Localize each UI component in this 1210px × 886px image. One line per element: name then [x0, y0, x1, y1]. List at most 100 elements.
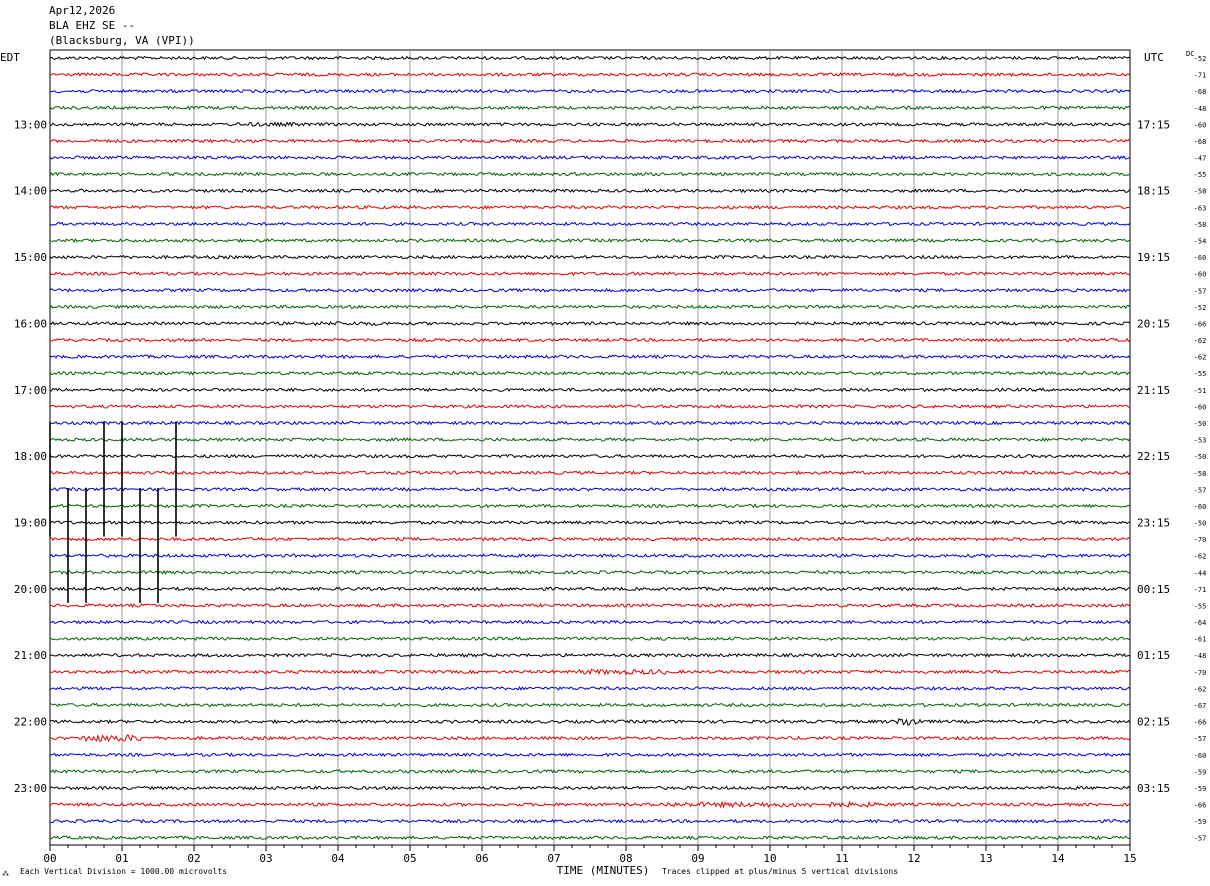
dc-label: DC — [1186, 50, 1194, 58]
header-station: BLA EHZ SE -- — [49, 19, 136, 32]
left-hour-label: 14:00 — [14, 185, 47, 198]
left-hour-label: 18:00 — [14, 450, 47, 463]
trace-row — [49, 685, 1131, 691]
trace-row — [49, 768, 1131, 774]
dc-offset-label: -53 — [1194, 437, 1207, 445]
x-tick-label: 05 — [403, 852, 416, 865]
trace-row — [49, 221, 1131, 227]
dc-offset-label: -60 — [1194, 752, 1207, 760]
trace-row — [49, 785, 1131, 791]
right-hour-label: 00:15 — [1137, 583, 1170, 596]
dc-offset-label: -57 — [1194, 486, 1207, 494]
trace-row — [49, 752, 1131, 758]
x-tick-label: 15 — [1123, 852, 1136, 865]
trace-row — [49, 470, 1131, 476]
dc-offset-label: -71 — [1194, 72, 1207, 80]
dc-offset-label: -66 — [1194, 719, 1207, 727]
header-date: Apr12,2026 — [49, 4, 116, 17]
dc-offset-label: -59 — [1194, 768, 1207, 776]
trace-row — [49, 420, 1131, 426]
trace-row — [49, 155, 1131, 161]
dc-offset-label: -62 — [1194, 337, 1207, 345]
dc-offset-label: -55 — [1194, 171, 1207, 179]
trace-row — [49, 800, 1131, 809]
trace-row — [49, 354, 1131, 360]
dc-offset-label: -62 — [1194, 553, 1207, 561]
trace-row — [49, 188, 1131, 194]
trace-row — [49, 370, 1131, 376]
trace-row — [49, 320, 1131, 327]
x-tick-label: 04 — [331, 852, 345, 865]
left-hour-label: 15:00 — [14, 251, 47, 264]
dc-offset-label: -68 — [1194, 88, 1207, 96]
dc-offset-label: -48 — [1194, 652, 1207, 660]
header-location: (Blacksburg, VA (VPI)) — [49, 34, 195, 47]
right-hour-label: 22:15 — [1137, 450, 1170, 463]
trace-row — [49, 55, 1131, 61]
dc-offset-label: -57 — [1194, 287, 1207, 295]
dc-offset-label: -57 — [1194, 735, 1207, 743]
trace-row — [49, 536, 1131, 542]
left-hour-label: 22:00 — [14, 716, 47, 729]
trace-row — [50, 602, 1131, 609]
trace-row — [49, 652, 1131, 658]
x-tick-label: 07 — [547, 852, 560, 865]
dc-offset-label: -58 — [1194, 470, 1207, 478]
left-hour-label: 13:00 — [14, 118, 47, 131]
dc-offset-label: -58 — [1194, 221, 1207, 229]
trace-row — [49, 171, 1131, 177]
x-tick-label: 10 — [763, 852, 776, 865]
plot-frame — [49, 49, 1131, 846]
dc-offset-label: -60 — [1194, 271, 1207, 279]
dc-offset-label: -66 — [1194, 320, 1207, 328]
dc-offset-label: -62 — [1194, 354, 1207, 362]
dc-offset-label: -47 — [1194, 155, 1207, 163]
trace-row — [49, 287, 1131, 293]
trace-row — [49, 72, 1131, 78]
dc-offset-label: -58 — [1194, 188, 1207, 196]
dc-offset-label: -61 — [1194, 636, 1207, 644]
x-tick-label: 03 — [259, 852, 272, 865]
dc-offset-label: -59 — [1194, 785, 1207, 793]
x-tick-label: 09 — [691, 852, 704, 865]
trace-row — [49, 138, 1131, 144]
dc-offset-label: -55 — [1194, 370, 1207, 378]
trace-row — [50, 702, 1131, 708]
dc-offset-label: -48 — [1194, 105, 1207, 113]
dc-offset-label: -70 — [1194, 536, 1207, 544]
x-tick-label: 06 — [475, 852, 488, 865]
right-hour-label: 18:15 — [1137, 185, 1170, 198]
dc-offset-label: -62 — [1194, 685, 1207, 693]
dc-offset-label: -64 — [1194, 619, 1207, 627]
left-hour-label: 19:00 — [14, 517, 47, 530]
right-hour-label: 23:15 — [1137, 517, 1170, 530]
dc-offset-label: -60 — [1194, 254, 1207, 262]
trace-row — [49, 569, 1131, 575]
x-tick-label: 00 — [43, 852, 56, 865]
clip-note: Traces clipped at plus/minus 5 vertical … — [662, 867, 899, 876]
x-tick-label: 13 — [979, 852, 992, 865]
dc-offset-label: -60 — [1194, 403, 1207, 411]
trace-row — [49, 668, 1131, 676]
left-timezone-label: EDT — [0, 51, 20, 64]
dc-offset-label: -70 — [1194, 669, 1207, 677]
left-hour-label: 17:00 — [14, 384, 47, 397]
trace-row — [49, 486, 1131, 492]
right-hour-label: 01:15 — [1137, 649, 1170, 662]
right-hour-label: 19:15 — [1137, 251, 1170, 264]
trace-row — [49, 337, 1131, 343]
dc-offset-label: -60 — [1194, 121, 1207, 129]
x-axis-label: TIME (MINUTES) — [557, 864, 650, 877]
x-tick-label: 02 — [187, 852, 200, 865]
trace-row — [49, 387, 1131, 393]
right-hour-label: 20:15 — [1137, 317, 1170, 330]
dc-offset-label: -57 — [1194, 835, 1207, 843]
trace-row — [49, 254, 1131, 260]
x-tick-label: 14 — [1051, 852, 1065, 865]
dc-offset-label: -71 — [1194, 586, 1207, 594]
right-timezone-label: UTC — [1144, 51, 1164, 64]
right-hour-label: 17:15 — [1137, 118, 1170, 131]
right-hour-label: 21:15 — [1137, 384, 1170, 397]
trace-row — [49, 304, 1131, 310]
